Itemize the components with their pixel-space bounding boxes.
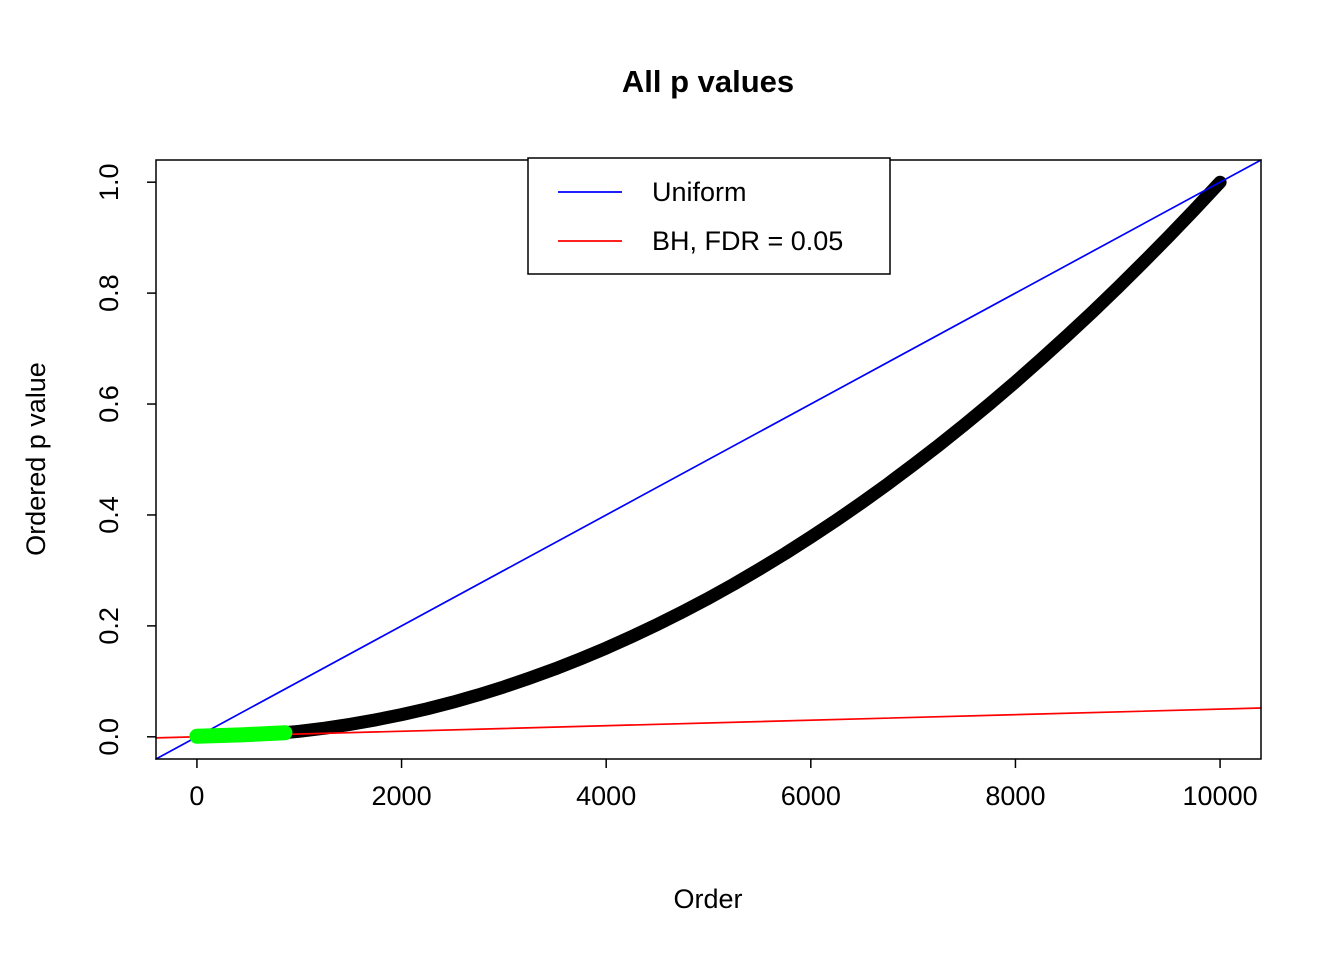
y-tick-label: 0.0 [94,718,124,756]
legend-bh-label: BH, FDR = 0.05 [652,226,843,256]
y-tick-label: 0.4 [94,496,124,534]
legend-uniform-label: Uniform [652,177,747,207]
axes-layer: 0 2000 4000 6000 8000 10000 0.0 0.2 0.4 0.6 0.8 1.0 [94,159,1262,811]
y-tick-label: 0.2 [94,607,124,645]
bh-threshold-line [155,707,1262,739]
chart-title: All p values [622,64,794,99]
x-tick-label: 10000 [1183,781,1258,811]
ordered-p-values-curve [190,175,1227,743]
x-tick-label: 6000 [781,781,841,811]
series-layer [155,159,1262,760]
significant-p-values-segment [189,725,293,744]
x-tick-label: 8000 [985,781,1045,811]
uniform-reference-line [155,159,1262,760]
y-tick-label: 0.8 [94,274,124,312]
x-axis-title: Order [673,884,742,914]
x-tick-label: 4000 [576,781,636,811]
x-tick-label: 0 [189,781,204,811]
x-tick-label: 2000 [372,781,432,811]
y-tick-label: 0.6 [94,385,124,423]
y-axis-title: Ordered p value [21,362,51,556]
legend-box [527,157,891,275]
legend: Uniform BH, FDR = 0.05 [527,157,891,275]
y-tick-label: 1.0 [94,163,124,201]
